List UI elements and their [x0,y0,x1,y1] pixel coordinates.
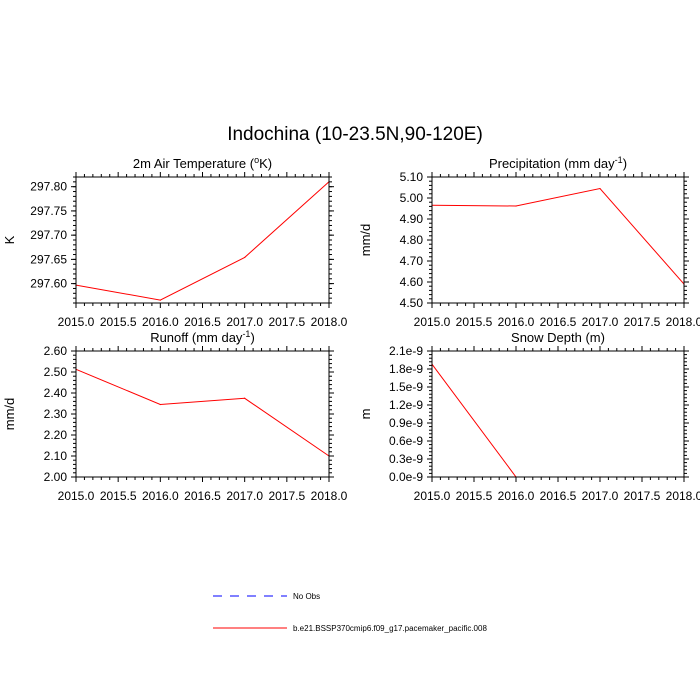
panel-title-text: Snow Depth (m) [511,330,605,345]
plot-frame [431,176,685,304]
panel-title-suffix: ) [623,156,627,171]
y-tick-label: 0.9e-9 [389,416,423,430]
y-tick-label: 2.10 [44,449,68,463]
y-tick-label: 297.80 [30,180,67,194]
plot-frame [75,350,330,478]
y-axis-label: mm/d [2,398,17,431]
panel-title-suffix: ) [250,330,254,345]
x-tick-label: 2016.5 [184,315,221,329]
y-axis-label: K [2,235,17,244]
x-tick-label: 2017.0 [226,489,263,503]
data-point [244,397,246,399]
plot-frame [75,176,330,304]
data-point [515,205,517,207]
y-tick-label: 297.75 [30,204,67,218]
y-tick-label: 2.50 [44,365,68,379]
x-tick-label: 2015.0 [58,315,95,329]
y-tick-label: 4.50 [400,296,424,310]
panel-title-text: 2m Air Temperature ( [133,156,255,171]
x-tick-label: 2016.0 [142,489,179,503]
data-point [159,299,161,301]
main-title: Indochina (10-23.5N,90-120E) [227,124,483,145]
y-tick-label: 297.70 [30,228,67,242]
panel-title-text: Precipitation (mm day [489,156,615,171]
x-tick-label: 2017.5 [268,315,305,329]
x-tick-label: 2017.0 [582,315,619,329]
legend-item-1: No Obs [213,592,320,601]
x-tick-label: 2015.0 [58,489,95,503]
panel-title-superscript: o [254,155,259,165]
y-tick-label: 1.5e-9 [389,380,423,394]
x-tick-label: 2016.5 [540,489,577,503]
data-point [599,187,601,190]
legend-item-2: b.e21.BSSP370cmip6.f09_g17.pacemaker_pac… [213,624,487,633]
y-tick-label: 2.40 [44,386,68,400]
y-tick-label: 297.65 [30,252,67,266]
x-tick-label: 2015.0 [414,489,451,503]
data-point [244,256,246,259]
y-tick-label: 2.1e-9 [389,344,423,358]
y-tick-label: 5.00 [400,191,424,205]
panel-title: Snow Depth (m) [511,330,605,345]
y-tick-label: 2.00 [44,470,68,484]
panel-title: Precipitation (mm day-1) [489,155,627,171]
x-tick-label: 2016.5 [540,315,577,329]
x-tick-label: 2018.0 [311,489,348,503]
data-point [159,403,161,406]
legend-label: No Obs [293,592,320,601]
x-tick-label: 2018.0 [666,315,700,329]
x-tick-label: 2016.0 [142,315,179,329]
y-axis-label: m [358,409,373,420]
x-tick-label: 2016.0 [498,315,535,329]
x-tick-label: 2015.5 [456,489,493,503]
y-tick-label: 297.60 [30,277,67,291]
y-tick-label: 1.2e-9 [389,398,423,412]
plot-frame [431,350,685,478]
panel-3: Runoff (mm day-1) 2015.0 2015.5 2016.0 2016.… [2,329,348,503]
x-tick-label: 2018.0 [666,489,700,503]
series-line-1 [75,368,330,457]
y-tick-label: 4.80 [400,233,424,247]
panel-title: Runoff (mm day-1) [150,329,255,345]
x-tick-label: 2016.5 [184,489,221,503]
x-tick-label: 2017.0 [226,315,263,329]
y-tick-label: 2.60 [44,344,68,358]
x-tick-label: 2015.5 [100,489,137,503]
y-tick-label: 2.30 [44,407,68,421]
y-tick-label: 0.6e-9 [389,434,423,448]
panel-title-superscript: -1 [615,155,623,165]
x-tick-label: 2017.5 [268,489,305,503]
y-tick-label: 4.70 [400,254,424,268]
y-tick-label: 2.20 [44,428,68,442]
x-tick-label: 2015.5 [456,315,493,329]
panel-1: 2m Air Temperature (oK) 2015.0 2015.5 2016.… [2,155,348,329]
y-tick-label: 4.90 [400,212,424,226]
y-tick-label: 0.3e-9 [389,452,423,466]
panel-title-text: Runoff (mm day [150,330,243,345]
y-tick-label: 0.0e-9 [389,470,423,484]
panel-title-suffix: K) [259,156,272,171]
y-axis-label: mm/d [358,224,373,257]
legend: No Obs b.e21.BSSP370cmip6.f09_g17.pacemak… [213,592,487,633]
panel-2: Precipitation (mm day-1) 2015.0 2015.5 2016… [358,155,700,329]
x-tick-label: 2016.0 [498,489,535,503]
panel-4: Snow Depth (m) 2015.0 2015.5 2016.0 2016.5 20… [358,330,700,503]
series-line-1 [75,181,330,301]
x-tick-label: 2017.5 [624,315,661,329]
y-tick-label: 5.10 [400,170,424,184]
x-tick-label: 2017.5 [624,489,661,503]
series-line-1 [431,187,685,285]
panels: 2m Air Temperature (oK)2015.0 2015.5 2016.… [2,155,700,503]
y-tick-label: 4.60 [400,275,424,289]
panel-title-superscript: -1 [242,329,250,339]
x-tick-label: 2015.0 [414,315,451,329]
x-tick-label: 2017.0 [582,489,619,503]
panel-title: 2m Air Temperature (oK) [133,155,272,171]
x-tick-label: 2015.5 [100,315,137,329]
legend-label: b.e21.BSSP370cmip6.f09_g17.pacemaker_pac… [293,624,487,633]
x-tick-label: 2018.0 [311,315,348,329]
series-line-1 [431,363,684,478]
y-tick-label: 1.8e-9 [389,362,423,376]
